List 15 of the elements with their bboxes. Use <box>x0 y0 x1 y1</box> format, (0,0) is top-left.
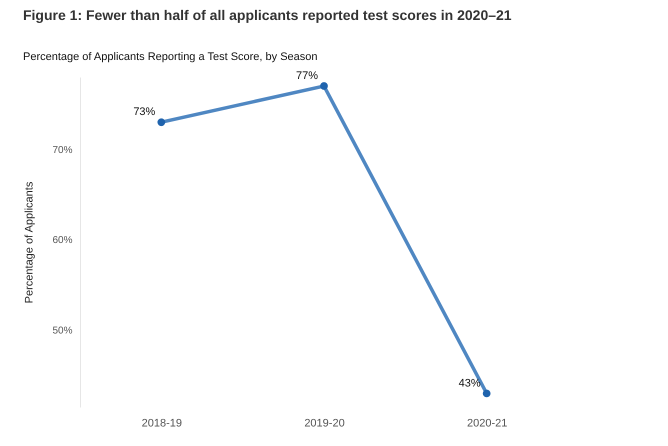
data-label: 73% <box>133 106 156 118</box>
x-tick-label: 2019-20 <box>304 418 345 430</box>
point <box>482 390 491 398</box>
chart-title: Figure 1: Fewer than half of all applicants reported test scores in 2020–21 <box>22 7 512 24</box>
x-tick-label: 2020-21 <box>466 418 508 430</box>
y-tick-label: 60% <box>52 235 73 246</box>
y-tick-label: 70% <box>52 144 73 156</box>
data-label: 77% <box>296 70 318 82</box>
data-label: 43% <box>458 377 481 390</box>
chart-subtitle: Percentage of Applicants Reporting a Test Score, by Season <box>22 51 318 64</box>
y-axis-title: Percentage of Applicants <box>23 181 36 304</box>
point <box>157 118 166 126</box>
point <box>320 82 328 90</box>
x-tick-label: 2018-19 <box>142 418 182 430</box>
y-tick-label: 50% <box>52 326 73 337</box>
